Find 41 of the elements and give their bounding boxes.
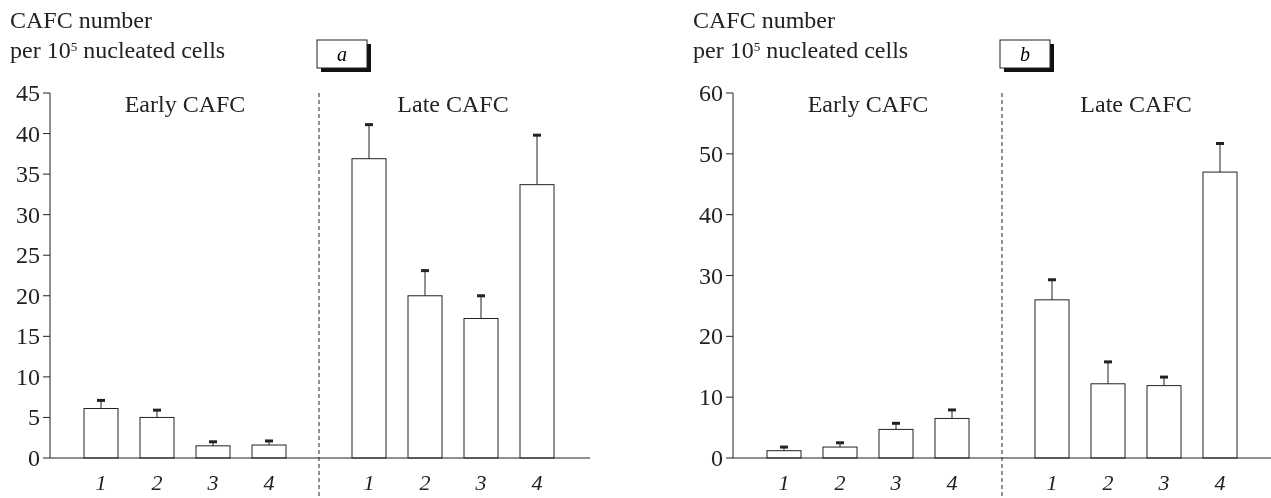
y-tick-label: 50 xyxy=(699,140,723,167)
y-tick-label: 60 xyxy=(699,80,723,106)
y-tick-label: 20 xyxy=(699,323,723,350)
x-tick-label: 1 xyxy=(778,470,790,495)
x-tick-label: 1 xyxy=(363,470,375,495)
y-axis-title: CAFC number per 10$^{5}$ nucleated cells xyxy=(10,7,226,63)
x-tick-label: 3 xyxy=(889,470,902,495)
y-tick-label: 15 xyxy=(16,323,40,350)
y-tick-label: 5 xyxy=(28,404,40,431)
y-tick-label: 40 xyxy=(699,201,723,228)
y-axis-title: CAFC number per 10$^{5}$ nucleated cells xyxy=(693,7,909,63)
x-tick-label: 1 xyxy=(1046,470,1058,495)
x-tick-label: 2 xyxy=(1102,470,1114,495)
x-tick-label: 2 xyxy=(151,470,163,495)
x-tick-label: 2 xyxy=(834,470,846,495)
x-tick-label: 3 xyxy=(474,470,487,495)
annotation: Early CAFC xyxy=(124,91,246,117)
y-tick-label: 40 xyxy=(16,120,40,147)
annotation: Late CAFC xyxy=(1080,91,1192,117)
x-tick-label: 4 xyxy=(263,470,275,495)
chart-title: b xyxy=(1020,43,1030,65)
x-tick-label: 2 xyxy=(419,470,431,495)
x-tick-label: 4 xyxy=(1214,470,1226,495)
y-tick-label: 25 xyxy=(16,242,40,269)
y-tick-label: 45 xyxy=(16,80,40,106)
y-tick-label: 10 xyxy=(699,384,723,411)
y-tick-label: 0 xyxy=(711,445,723,471)
y-tick-label: 35 xyxy=(16,161,40,188)
x-tick-label: 3 xyxy=(206,470,219,495)
y-tick-label: 20 xyxy=(16,282,40,309)
y-tick-label: 10 xyxy=(16,363,40,390)
y-tick-label: 30 xyxy=(699,262,723,289)
chart-title: a xyxy=(337,43,347,65)
y-tick-label: 30 xyxy=(16,201,40,228)
annotation: Late CAFC xyxy=(397,91,509,117)
x-tick-label: 1 xyxy=(95,470,107,495)
x-tick-label: 3 xyxy=(1157,470,1170,495)
annotation: Early CAFC xyxy=(807,91,929,117)
x-tick-label: 4 xyxy=(946,470,958,495)
y-tick-label: 0 xyxy=(28,445,40,471)
x-tick-label: 4 xyxy=(531,470,543,495)
